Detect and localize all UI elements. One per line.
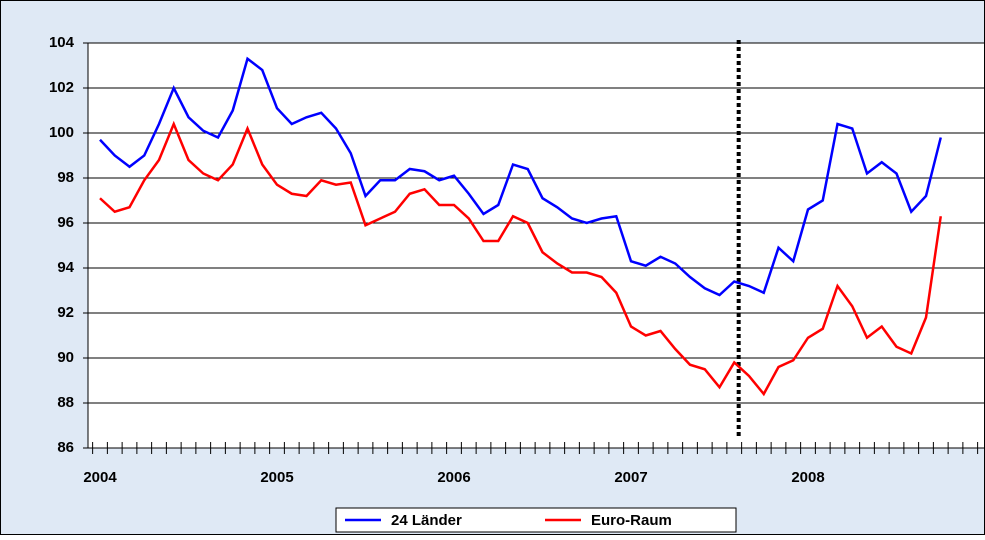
- x-tick-label: 2005: [260, 469, 293, 486]
- series-line: [99, 56, 942, 297]
- y-tick-label: 100: [49, 124, 74, 141]
- y-tick-label: 88: [57, 394, 74, 411]
- x-tick-label: 2007: [614, 469, 647, 486]
- legend: 24 Länder Euro-Raum: [335, 507, 737, 533]
- legend-box: [335, 507, 737, 533]
- legend-label: 24 Länder: [391, 512, 462, 529]
- y-tick-label: 104: [49, 34, 75, 51]
- y-tick-label: 86: [57, 439, 74, 456]
- y-tick-label: 94: [57, 259, 74, 276]
- y-tick-label: 90: [57, 349, 74, 366]
- plot-area: [88, 43, 984, 448]
- x-tick-label: 2004: [83, 469, 117, 486]
- x-tick-label: 2006: [437, 469, 470, 486]
- y-tick-label: 102: [49, 79, 74, 96]
- series-line: [99, 120, 942, 397]
- x-tick-label: 2008: [791, 469, 824, 486]
- legend-label: Euro-Raum: [591, 512, 672, 529]
- y-tick-label: 96: [57, 214, 74, 231]
- y-tick-label: 92: [57, 304, 74, 321]
- y-tick-label: 98: [57, 169, 74, 186]
